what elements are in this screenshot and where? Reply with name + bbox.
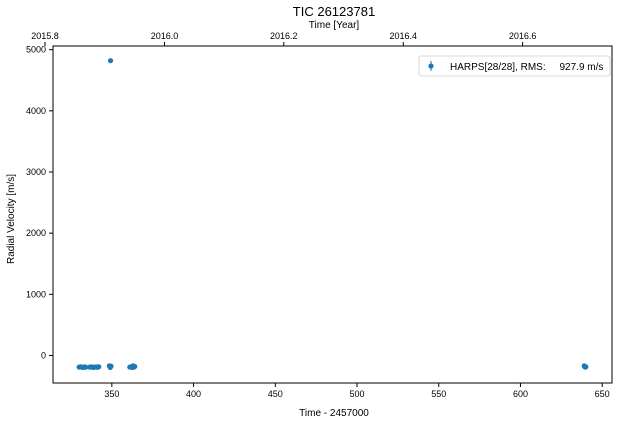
top-x-axis-label: Time [Year] bbox=[309, 20, 360, 31]
x-tick-label: 550 bbox=[431, 389, 446, 399]
y-tick-label: 4000 bbox=[26, 106, 46, 116]
top-x-tick-label: 2016.6 bbox=[509, 31, 537, 41]
top-x-tick-label: 2016.2 bbox=[270, 31, 298, 41]
x-axis-label: Time - 2457000 bbox=[299, 408, 369, 419]
top-x-tick-label: 2015.8 bbox=[31, 31, 59, 41]
axis-ticks: 350 400 450 500 550 600 650 0 1000 2000 3000 4000 50… bbox=[26, 31, 610, 399]
x-tick-label: 600 bbox=[513, 389, 528, 399]
data-point bbox=[96, 364, 102, 370]
x-tick-label: 400 bbox=[186, 389, 201, 399]
y-tick-label: 3000 bbox=[26, 167, 46, 177]
x-tick-label: 650 bbox=[595, 389, 610, 399]
x-tick-label: 500 bbox=[350, 389, 365, 399]
data-point bbox=[83, 364, 89, 370]
top-x-tick-label: 2016.0 bbox=[151, 31, 179, 41]
data-points bbox=[76, 58, 589, 371]
legend-label: HARPS[28/28], RMS: 927.9 m/s bbox=[450, 62, 603, 73]
data-point bbox=[132, 363, 138, 370]
y-tick-label: 0 bbox=[41, 350, 46, 360]
x-tick-label: 350 bbox=[104, 389, 119, 399]
data-point bbox=[583, 364, 589, 370]
legend: HARPS[28/28], RMS: 927.9 m/s bbox=[418, 55, 611, 77]
y-axis-label: Radial Velocity [m/s] bbox=[6, 174, 17, 264]
y-tick-label: 5000 bbox=[26, 45, 46, 55]
y-tick-label: 2000 bbox=[26, 228, 46, 238]
plot-frame bbox=[52, 45, 613, 384]
data-point bbox=[107, 58, 114, 64]
chart-title: TIC 26123781 bbox=[293, 4, 375, 19]
legend-marker bbox=[428, 63, 434, 69]
x-tick-label: 450 bbox=[268, 389, 283, 399]
y-tick-label: 1000 bbox=[26, 289, 46, 299]
data-point bbox=[108, 363, 114, 369]
top-x-tick-label: 2016.4 bbox=[390, 31, 418, 41]
legend-box bbox=[418, 55, 611, 77]
